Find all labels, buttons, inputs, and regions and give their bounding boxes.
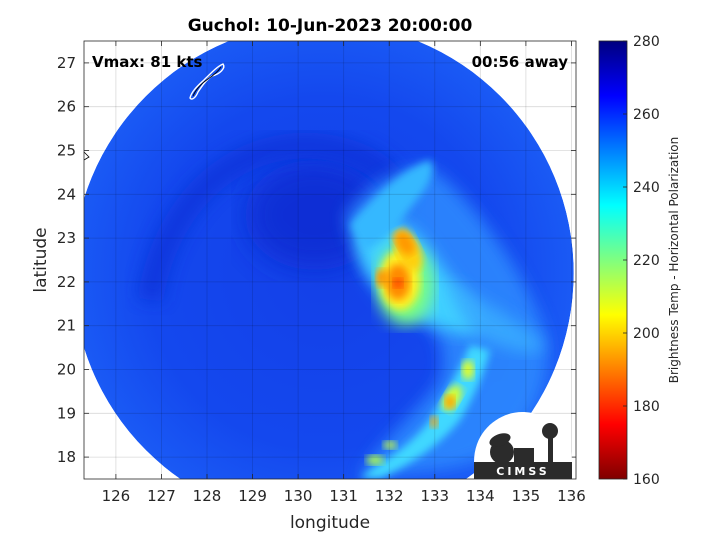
colorbar: 160 180 200 220 240 260 280 Brightness Temp - … bbox=[598, 34, 681, 488]
colorbar-ticks: 160 180 200 220 240 260 280 bbox=[623, 34, 660, 488]
x-tick-label: 130 bbox=[284, 487, 313, 505]
x-tick-label: 129 bbox=[238, 487, 267, 505]
x-tick-label: 128 bbox=[193, 487, 222, 505]
x-tick-label: 133 bbox=[420, 487, 449, 505]
y-tick-label: 20 bbox=[57, 361, 76, 379]
rainband-orange-1 bbox=[445, 395, 455, 409]
red-eyewall-spot bbox=[393, 278, 403, 288]
y-axis: 18 19 20 21 22 23 24 25 26 27 bbox=[57, 54, 576, 466]
x-axis-title: longitude bbox=[290, 513, 370, 533]
axes-frame bbox=[83, 40, 577, 480]
y-tick-label: 21 bbox=[57, 317, 76, 335]
x-tick-label: 131 bbox=[329, 487, 358, 505]
colorbar-tick-label: 260 bbox=[633, 107, 660, 123]
logo-building bbox=[514, 448, 534, 462]
y-tick-label: 24 bbox=[57, 185, 76, 203]
cimss-logo: CIMSS bbox=[474, 412, 572, 479]
orange-north bbox=[395, 231, 415, 255]
logo-dish bbox=[489, 433, 511, 447]
y-tick-label: 26 bbox=[57, 98, 76, 116]
y-tick-label: 27 bbox=[57, 54, 76, 72]
rainband-yellow-4 bbox=[366, 455, 384, 465]
colorbar-tick-label: 160 bbox=[633, 472, 660, 488]
y-tick-label: 19 bbox=[57, 404, 76, 422]
coastline-edge bbox=[83, 151, 90, 161]
colorbar-tick-label: 180 bbox=[633, 399, 660, 415]
chart-title: Guchol: 10-Jun-2023 20:00:00 bbox=[188, 16, 473, 36]
x-axis: 126 127 128 129 130 131 132 133 134 135 136 bbox=[102, 41, 586, 505]
x-tick-label: 127 bbox=[147, 487, 176, 505]
dark-core bbox=[245, 160, 385, 270]
colorbar-tick-label: 220 bbox=[633, 253, 660, 269]
swath-image bbox=[84, 41, 574, 479]
y-tick-label: 22 bbox=[57, 273, 76, 291]
x-tick-label: 132 bbox=[375, 487, 404, 505]
y-tick-label: 18 bbox=[57, 448, 76, 466]
x-tick-label: 136 bbox=[557, 487, 586, 505]
rainband-orange-2 bbox=[430, 416, 438, 428]
coastline-island-inner bbox=[192, 66, 222, 97]
rainband-yellow-2 bbox=[462, 360, 474, 380]
x-tick-label: 135 bbox=[512, 487, 541, 505]
time-away-label: 00:56 away bbox=[472, 53, 569, 71]
logo-tower-top bbox=[542, 423, 558, 439]
colorbar-tick-label: 200 bbox=[633, 326, 660, 342]
logo-text: CIMSS bbox=[496, 465, 549, 478]
cyan-rainband-east bbox=[450, 280, 545, 353]
x-tick-label: 126 bbox=[102, 487, 131, 505]
grid bbox=[84, 41, 576, 479]
rainband-yellow-3 bbox=[383, 441, 397, 449]
colorbar-gradient bbox=[599, 41, 627, 479]
x-tick-label: 134 bbox=[466, 487, 495, 505]
y-axis-title: latitude bbox=[31, 227, 51, 292]
colorbar-tick-label: 240 bbox=[633, 180, 660, 196]
coastline-island bbox=[189, 63, 225, 100]
logo-tower bbox=[548, 436, 553, 462]
colorbar-tick-label: 280 bbox=[633, 34, 660, 50]
y-tick-label: 25 bbox=[57, 142, 76, 160]
cyan-rainband-south bbox=[360, 345, 490, 478]
vmax-label: Vmax: 81 kts bbox=[92, 53, 202, 71]
logo-band bbox=[474, 462, 572, 479]
cyan-band-upper bbox=[350, 160, 433, 250]
colorbar-title: Brightness Temp - Horizontal Polarizatio… bbox=[667, 137, 681, 384]
y-tick-label: 23 bbox=[57, 229, 76, 247]
orange-west bbox=[376, 269, 388, 287]
